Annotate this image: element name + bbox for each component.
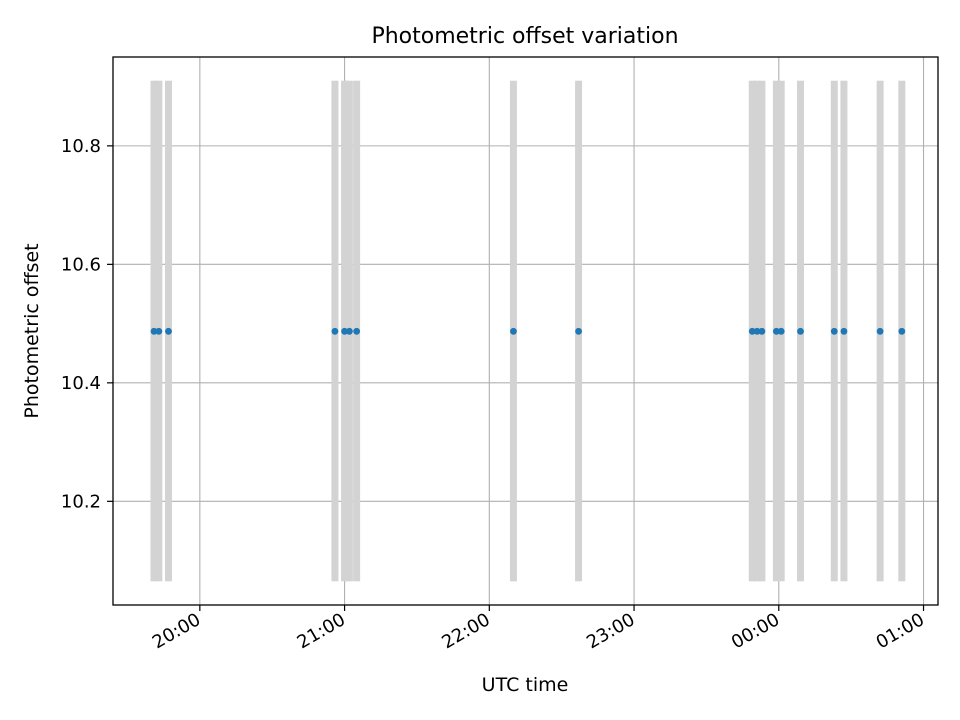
data-point (797, 327, 804, 335)
data-point (772, 327, 780, 335)
data-point (331, 327, 339, 335)
data-point (876, 327, 884, 335)
data-point (575, 327, 582, 335)
data-point (753, 327, 761, 335)
data-point (840, 327, 848, 335)
data-point (510, 327, 517, 335)
data-points (150, 327, 906, 335)
x-axis-title: UTC time (482, 674, 569, 696)
data-point (748, 327, 756, 335)
data-point (346, 327, 353, 335)
y-axis-title: Photometric offset (21, 243, 43, 418)
data-point (830, 327, 838, 335)
chart-title: Photometric offset variation (371, 24, 678, 49)
data-point (898, 327, 906, 335)
data-point (758, 327, 766, 335)
y-tick-label: 10.4 (61, 373, 101, 394)
data-point (353, 327, 361, 335)
y-tick-label: 10.6 (61, 254, 101, 275)
data-point (150, 327, 158, 335)
y-tick-label: 10.8 (61, 136, 101, 157)
data-point (155, 327, 163, 335)
data-point (165, 327, 172, 335)
y-axis: 10.2 10.4 10.6 10.8 (61, 136, 113, 512)
plot-frame (112, 56, 939, 606)
data-point (341, 327, 348, 335)
y-tick-label: 10.2 (61, 491, 101, 512)
data-point (777, 327, 785, 335)
